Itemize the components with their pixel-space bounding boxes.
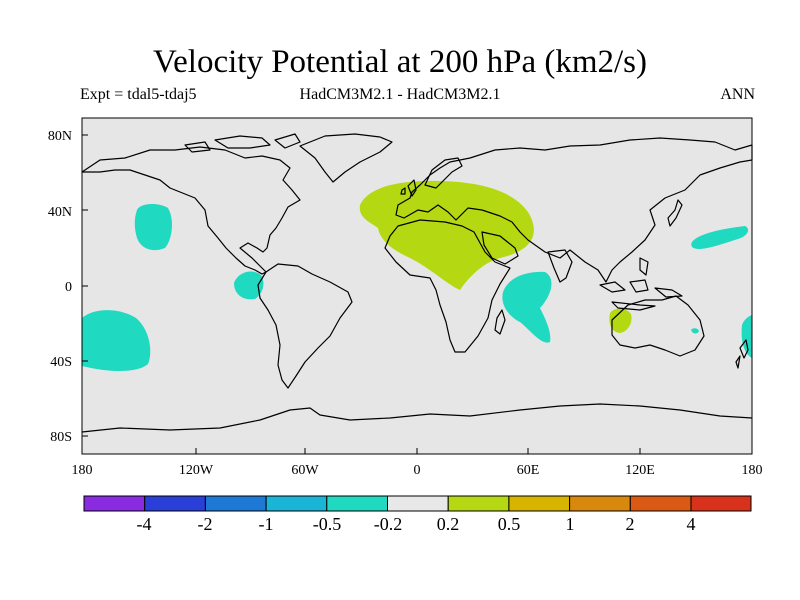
lat-label-40s: 40S (50, 355, 72, 370)
colorbar-box-1 (83, 495, 146, 512)
coast-scandinavia (424, 157, 463, 189)
coast-antarctica (81, 403, 753, 433)
colorbar-box-6 (387, 495, 449, 512)
coast-new-zealand (735, 339, 749, 369)
lat-label-0: 0 (65, 280, 72, 295)
coast-madagascar (494, 309, 506, 335)
lon-label-180e: 180 (742, 463, 763, 478)
coast-se-asia-islands (599, 257, 683, 311)
colorbar-box-9 (569, 495, 631, 512)
coast-japan (667, 199, 683, 227)
anomaly-positive-australia (609, 308, 632, 333)
anomaly-layer (82, 180, 752, 372)
colorbar-label: 2 (626, 514, 635, 534)
colorbar-label: -0.5 (313, 514, 342, 534)
model-label: HadCM3M2.1 - HadCM3M2.1 (299, 86, 501, 103)
lon-label-120w: 120W (179, 463, 214, 478)
anomaly-negative-north-pacific (134, 204, 172, 251)
colorbar-box-5 (326, 495, 388, 512)
coast-africa (384, 219, 511, 353)
lat-label-40n: 40N (48, 205, 72, 220)
anomaly-negative-south-pacific (82, 310, 151, 372)
colorbar-box-10 (629, 495, 692, 512)
coast-british-isles (400, 179, 417, 197)
colorbar-box-3 (204, 495, 267, 512)
coastlines (81, 133, 753, 433)
lon-label-120e: 120E (625, 463, 655, 478)
coast-australia (611, 295, 705, 357)
coast-south-america (257, 263, 353, 389)
lon-label-180w: 180 (72, 463, 93, 478)
season-label: ANN (720, 86, 755, 103)
colorbar-label: -2 (198, 514, 213, 534)
colorbar-box-8 (508, 495, 571, 512)
colorbar-label: -4 (137, 514, 152, 534)
anomaly-negative-coral-sea (691, 328, 699, 334)
coast-eurasia (395, 137, 753, 283)
colorbar-label: 1 (566, 514, 575, 534)
colorbar-box-7 (447, 495, 510, 512)
lat-label-80s: 80S (50, 430, 72, 445)
anomaly-positive-africa-europe (359, 180, 534, 290)
coast-arabia (481, 231, 519, 265)
anomaly-negative-west-pacific (691, 226, 749, 249)
coast-north-america (81, 146, 301, 275)
colorbar-box-4 (265, 495, 328, 512)
colorbar-label: 4 (687, 514, 696, 534)
colorbar-label: 0.5 (498, 514, 521, 534)
colorbar-label: -1 (259, 514, 274, 534)
lon-label-60w: 60W (291, 463, 319, 478)
anomaly-negative-equatorial-pacific (234, 271, 264, 300)
coast-india (547, 249, 573, 283)
lon-label-60e: 60E (517, 463, 540, 478)
lon-label-0: 0 (414, 463, 421, 478)
colorbar-box-11 (690, 495, 752, 512)
chart-title: Velocity Potential at 200 hPa (km2/s) (152, 44, 648, 80)
colorbar: -4 -2 -1 -0.5 -0.2 0.2 0.5 1 2 4 (83, 495, 752, 534)
anomaly-negative-southwest-pacific (741, 315, 752, 358)
coast-arctic-islands (184, 133, 301, 153)
map-background (82, 118, 752, 454)
colorbar-label: 0.2 (437, 514, 460, 534)
coast-greenland (299, 133, 393, 183)
map-frame (81, 117, 753, 455)
anomaly-negative-indian-ocean (502, 271, 552, 343)
experiment-label: Expt = tdal5-tdaj5 (80, 86, 197, 103)
colorbar-box-2 (144, 495, 206, 512)
lat-label-80n: 80N (48, 129, 72, 144)
colorbar-label: -0.2 (374, 514, 403, 534)
